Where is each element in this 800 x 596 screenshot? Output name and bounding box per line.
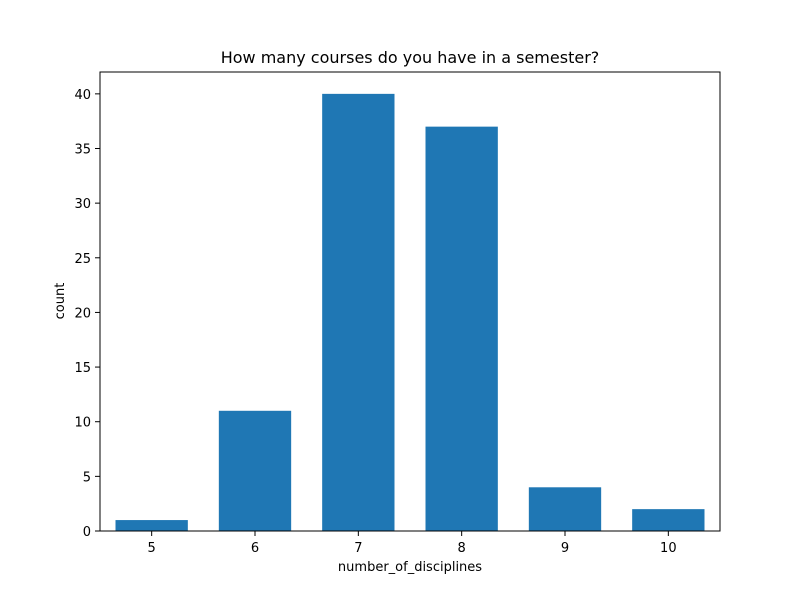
chart-title: How many courses do you have in a semest… [221, 48, 600, 67]
y-tick-label-20: 20 [74, 306, 91, 321]
x-tick-label-9: 9 [561, 541, 569, 556]
bar-9 [528, 487, 602, 531]
plot-frame [99, 71, 721, 532]
y-axis: 0 5 10 15 20 25 30 35 40 [74, 88, 100, 540]
y-tick-label-35: 35 [74, 143, 91, 158]
bar-10 [632, 509, 705, 531]
y-tick-label-0: 0 [83, 525, 91, 540]
x-tick-label-8: 8 [458, 541, 466, 556]
bar-8 [425, 126, 498, 531]
bar-5 [115, 520, 188, 531]
y-tick-label-15: 15 [74, 361, 91, 376]
x-tick-label-10: 10 [660, 541, 677, 556]
y-tick-label-40: 40 [74, 88, 91, 103]
x-axis-label: number_of_disciplines [338, 560, 482, 575]
x-tick-label-7: 7 [354, 541, 362, 556]
y-tick-label-10: 10 [74, 416, 91, 431]
bar-7 [322, 93, 395, 532]
y-tick-label-30: 30 [74, 197, 91, 212]
x-axis: 5 6 7 8 9 10 [148, 531, 677, 556]
y-axis-label: count [53, 283, 68, 320]
y-tick-label-25: 25 [74, 252, 91, 267]
x-tick-label-6: 6 [251, 541, 259, 556]
x-tick-label-5: 5 [148, 541, 156, 556]
bars-group [115, 93, 705, 532]
y-tick-label-5: 5 [83, 470, 91, 485]
bar-6 [218, 410, 292, 531]
